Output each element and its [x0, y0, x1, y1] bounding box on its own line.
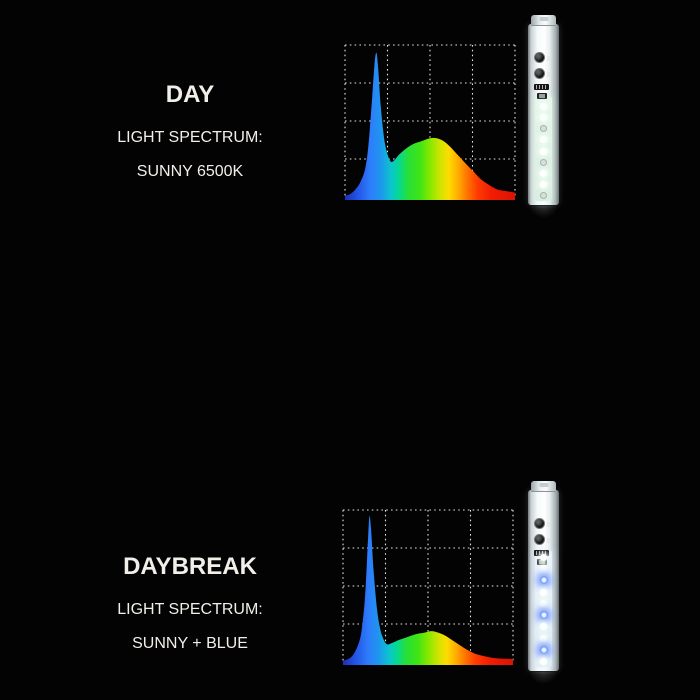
led-fixture-daybreak — [528, 481, 559, 684]
spectrum-value: SUNNY + BLUE — [132, 634, 248, 652]
led-blue-icon — [539, 645, 548, 654]
led-strip — [528, 554, 559, 665]
spectrum-chart-day — [343, 42, 517, 200]
fixture-cap-notch — [539, 17, 548, 21]
led-white-icon — [540, 136, 547, 144]
fixture-body — [528, 24, 559, 205]
fixture-knob-icon — [534, 68, 550, 79]
section-title: DAY — [165, 80, 215, 108]
led-ring-icon — [540, 192, 547, 199]
led-channel — [535, 550, 552, 667]
fixture-cap — [531, 481, 556, 492]
spectrum-chart-svg — [344, 44, 516, 200]
chart-grid — [342, 509, 514, 663]
led-ring-icon — [540, 125, 547, 133]
spectrum-area — [343, 515, 513, 665]
fixture-knob-icon — [534, 518, 550, 529]
led-white-icon — [540, 554, 547, 561]
led-white-icon — [540, 657, 547, 665]
fixture-cap — [531, 15, 556, 26]
section-day-text: DAY LIGHT SPECTRUM: SUNNY 6500K — [30, 61, 350, 197]
section-title: DAYBREAK — [123, 552, 257, 580]
led-ring-icon — [540, 158, 547, 166]
spectrum-label: LIGHT SPECTRUM: — [117, 128, 263, 146]
led-blue-icon — [539, 576, 548, 585]
fixture-cap-notch — [539, 483, 548, 487]
led-white-icon — [540, 588, 547, 596]
fixture-label-small — [537, 559, 547, 565]
led-fixture-day — [528, 15, 559, 218]
spectrum-value: SUNNY 6500K — [136, 162, 244, 180]
led-white-icon — [540, 565, 547, 573]
led-white-icon — [540, 180, 547, 188]
fixture-knob-icon — [534, 52, 550, 63]
led-white-icon — [540, 147, 547, 155]
spectrum-chart-daybreak — [341, 507, 515, 665]
fixture-label — [534, 84, 549, 90]
section-day: DAY LIGHT SPECTRUM: SUNNY 6500K — [0, 0, 700, 233]
fixture-label — [534, 550, 549, 556]
spectrum-chart-svg — [342, 509, 514, 665]
led-white-icon — [540, 114, 547, 122]
section-night: NIGHT LIGHT SPECTRUM: BLUE — [0, 466, 700, 699]
led-blue-icon — [539, 611, 548, 620]
spectrum-label: LIGHT SPECTRUM: — [117, 600, 263, 618]
led-strip — [528, 103, 559, 199]
section-daybreak-text: DAYBREAK LIGHT SPECTRUM: SUNNY + BLUE — [30, 533, 350, 669]
fixture-label-small — [537, 93, 547, 99]
led-white-icon — [540, 103, 547, 110]
fixture-knob-icon — [534, 534, 550, 545]
led-white-icon — [540, 623, 547, 631]
fixture-body — [528, 490, 559, 671]
led-white-icon — [540, 634, 547, 642]
spectrum-area — [345, 52, 515, 200]
chart-grid — [344, 44, 516, 198]
led-white-icon — [540, 169, 547, 177]
section-daybreak: DAYBREAK LIGHT SPECTRUM: SUNNY + BLUE — [0, 233, 700, 684]
led-white-icon — [540, 599, 547, 607]
